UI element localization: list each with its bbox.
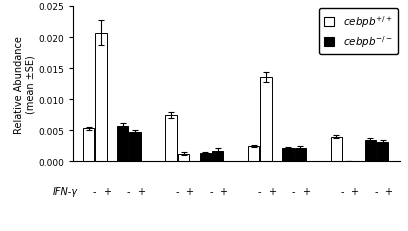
Y-axis label: Relative Abundance
(mean ±SE): Relative Abundance (mean ±SE) bbox=[14, 36, 36, 133]
Bar bbox=[330, 137, 342, 162]
Text: +: + bbox=[384, 186, 392, 196]
Text: IFN-γ: IFN-γ bbox=[53, 186, 78, 196]
Text: +: + bbox=[103, 186, 111, 196]
Text: +: + bbox=[220, 186, 227, 196]
Text: -: - bbox=[175, 186, 179, 196]
Bar bbox=[282, 149, 294, 162]
Bar bbox=[117, 126, 129, 162]
Bar bbox=[178, 154, 189, 162]
Bar bbox=[365, 141, 376, 162]
Bar bbox=[129, 133, 141, 162]
Bar bbox=[295, 148, 306, 162]
Text: -: - bbox=[340, 186, 344, 196]
Text: +: + bbox=[185, 186, 193, 196]
Text: -: - bbox=[258, 186, 261, 196]
Bar bbox=[166, 115, 177, 162]
Bar bbox=[248, 146, 259, 162]
Text: +: + bbox=[137, 186, 145, 196]
Bar bbox=[95, 33, 106, 162]
Legend: $cebpb^{+/+}$, $cebpb^{-/-}$: $cebpb^{+/+}$, $cebpb^{-/-}$ bbox=[319, 9, 398, 55]
Text: -: - bbox=[375, 186, 378, 196]
Text: -: - bbox=[209, 186, 213, 196]
Bar bbox=[212, 151, 223, 162]
Bar bbox=[343, 161, 354, 162]
Text: +: + bbox=[350, 186, 358, 196]
Bar bbox=[260, 78, 272, 162]
Bar bbox=[377, 143, 388, 162]
Bar bbox=[200, 154, 211, 162]
Text: -: - bbox=[127, 186, 130, 196]
Text: +: + bbox=[302, 186, 310, 196]
Text: +: + bbox=[268, 186, 276, 196]
Text: -: - bbox=[93, 186, 96, 196]
Text: -: - bbox=[292, 186, 295, 196]
Bar bbox=[83, 129, 94, 162]
